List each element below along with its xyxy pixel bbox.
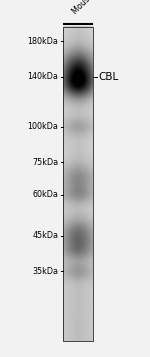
Text: CBL: CBL	[98, 72, 118, 82]
Text: 140kDa: 140kDa	[28, 72, 58, 81]
Text: 180kDa: 180kDa	[28, 36, 58, 46]
Text: 35kDa: 35kDa	[33, 267, 58, 276]
Text: Mouse thymus: Mouse thymus	[71, 0, 119, 16]
Text: 100kDa: 100kDa	[28, 122, 58, 131]
Bar	[63, 27, 93, 341]
Text: 45kDa: 45kDa	[33, 231, 58, 240]
Text: 60kDa: 60kDa	[33, 190, 58, 199]
Text: 75kDa: 75kDa	[32, 158, 58, 167]
